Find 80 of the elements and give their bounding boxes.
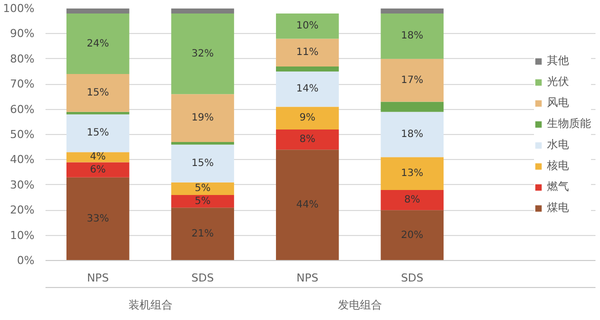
data-label: 4% — [90, 152, 106, 163]
bar — [171, 8, 234, 14]
x-tick-label: NPS — [296, 272, 318, 284]
y-tick-label: 80% — [10, 52, 35, 66]
bar — [380, 210, 444, 260]
data-label: 44% — [296, 200, 319, 211]
bar — [66, 74, 130, 112]
legend-label: 核电 — [547, 158, 569, 173]
y-tick-label: 20% — [10, 204, 35, 217]
data-label: 13% — [401, 168, 424, 180]
data-label: 20% — [401, 230, 424, 241]
data-label: 15% — [86, 128, 109, 139]
bar — [276, 106, 339, 130]
data-label: 24% — [86, 38, 109, 50]
bar — [276, 129, 339, 150]
y-tick-label: 10% — [10, 228, 35, 242]
y-tick-label: 40% — [10, 153, 35, 166]
data-label: 21% — [192, 228, 214, 240]
bar — [66, 162, 130, 178]
data-label: 18% — [401, 30, 424, 42]
bar — [66, 112, 130, 114]
data-label: 19% — [192, 112, 214, 124]
y-tick-label: 30% — [10, 178, 35, 192]
bar — [380, 8, 444, 14]
x-tick-label: NPS — [86, 272, 109, 284]
bar — [66, 177, 130, 260]
bar — [66, 8, 130, 14]
bar — [171, 194, 234, 208]
y-tick-label: 0% — [17, 254, 34, 267]
bar — [380, 157, 444, 190]
data-label: 11% — [296, 47, 319, 58]
legend-label: 风电 — [547, 95, 569, 110]
bar — [380, 58, 444, 102]
data-label: 6% — [90, 164, 106, 176]
bar — [66, 14, 130, 74]
data-label: 5% — [194, 183, 211, 194]
bar — [171, 144, 234, 182]
bar — [380, 190, 444, 210]
legend-label: 煤电 — [547, 200, 569, 215]
x-tick-label: SDS — [191, 272, 214, 284]
bar — [171, 208, 234, 260]
data-label: 15% — [192, 158, 214, 169]
bar — [276, 14, 339, 39]
legend-label: 燃气 — [547, 179, 569, 194]
y-tick-label: 100% — [3, 2, 35, 15]
data-label: 33% — [86, 213, 109, 224]
bar — [276, 72, 339, 107]
legend-label: 光伏 — [547, 74, 569, 89]
data-label: 5% — [194, 196, 211, 207]
y-tick-label: 50% — [10, 128, 35, 141]
data-label: 17% — [401, 74, 424, 86]
y-tick-label: 90% — [10, 27, 35, 40]
bar — [276, 38, 339, 66]
data-label: 8% — [404, 194, 420, 206]
bar — [171, 142, 234, 145]
x-tick-label: SDS — [400, 272, 424, 284]
bar — [171, 182, 234, 195]
data-label: 9% — [299, 112, 316, 124]
text: 发电组合 — [338, 298, 382, 312]
y-tick-label: 60% — [10, 102, 35, 116]
bar — [66, 152, 130, 162]
bar — [380, 14, 444, 59]
data-label: 14% — [296, 84, 319, 95]
y-tick-label: 70% — [10, 78, 35, 91]
legend-label: 其他 — [547, 53, 569, 68]
legend-label: 水电 — [547, 137, 569, 152]
bar — [380, 102, 444, 112]
data-label: 15% — [86, 87, 109, 98]
bar — [66, 114, 130, 152]
bar — [171, 14, 234, 94]
data-label: 8% — [299, 134, 316, 146]
legend-label: 生物质能 — [547, 116, 591, 131]
text: 装机组合 — [128, 298, 172, 312]
data-label: 32% — [192, 48, 214, 60]
data-label: 10% — [296, 20, 319, 32]
bar — [380, 112, 444, 158]
data-label: 18% — [401, 129, 424, 140]
bar — [276, 66, 339, 72]
bar — [276, 150, 339, 260]
bar — [171, 94, 234, 142]
